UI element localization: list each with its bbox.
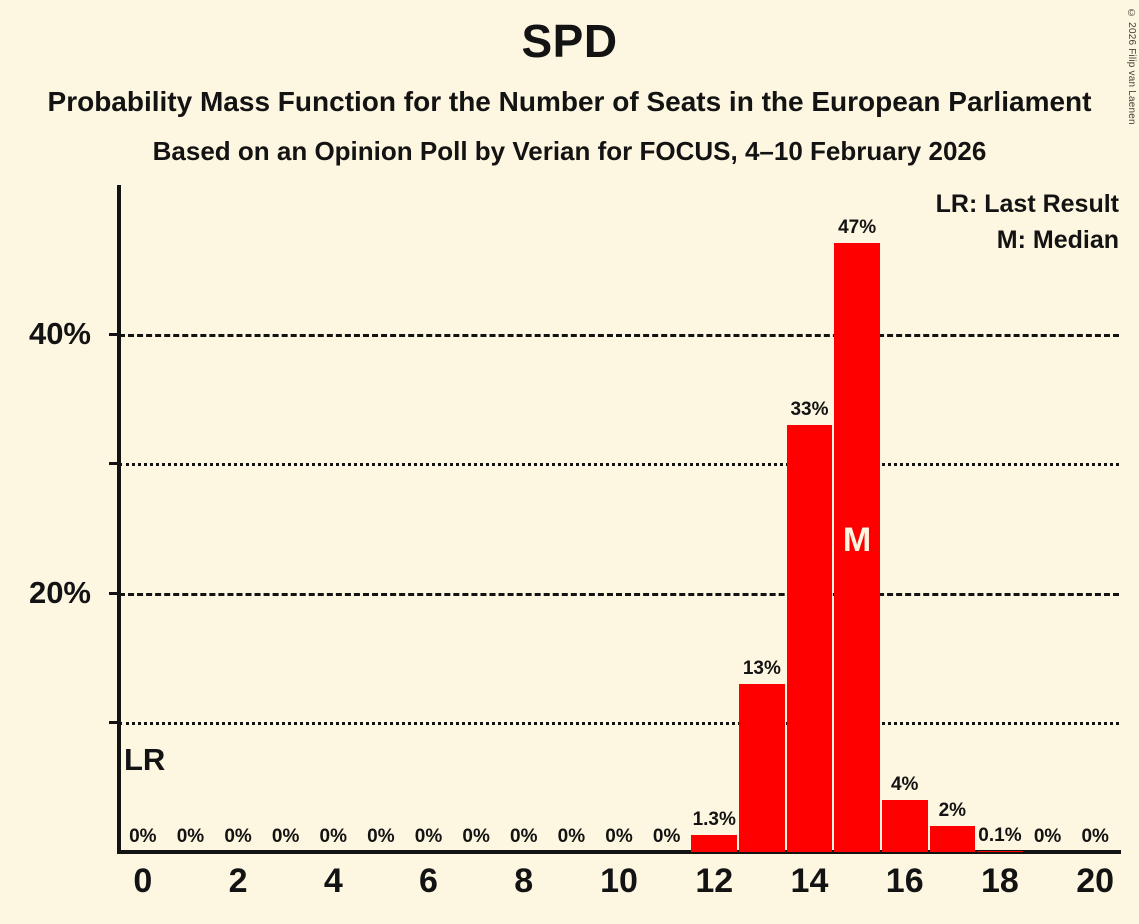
bar-seat-13[interactable] (739, 683, 785, 852)
last-result-marker: LR (124, 742, 166, 777)
y-axis-line (117, 185, 121, 854)
bar-value-label-seat-15: 47% (838, 217, 877, 239)
bar-value-label-seat-13: 13% (742, 657, 781, 679)
bar-value-label-seat-19: 0% (1033, 826, 1062, 848)
gridline-30pct (119, 463, 1119, 467)
x-axis-label-16: 16 (885, 862, 924, 900)
bar-value-label-seat-9: 0% (557, 826, 586, 848)
x-axis-label-20: 20 (1076, 862, 1115, 900)
legend-item-median: M: Median (996, 226, 1119, 255)
chart-title: SPD (521, 15, 618, 67)
y-axis-label-20pct: 20% (28, 574, 91, 610)
chart-legend: LR: Last Result M: Median (936, 186, 1119, 259)
x-axis-label-4: 4 (323, 862, 343, 900)
bar-value-label-seat-18: 0.1% (978, 824, 1022, 846)
bar-value-label-seat-3: 0% (271, 826, 300, 848)
x-axis-line (117, 850, 1121, 854)
chart-subtitle-primary: Probability Mass Function for the Number… (47, 86, 1092, 117)
bar-value-label-seat-8: 0% (510, 826, 538, 848)
x-axis-label-18: 18 (981, 862, 1019, 900)
legend-item-last-result: LR: Last Result (935, 190, 1119, 218)
bar-value-label-seat-20: 0% (1081, 826, 1109, 848)
chart-subtitle-secondary: Based on an Opinion Poll by Verian for F… (152, 136, 987, 166)
x-axis-label-6: 6 (419, 862, 438, 900)
y-axis-tick-20pct (109, 591, 119, 595)
bar-value-label-seat-2: 0% (224, 826, 252, 848)
copyright-notice: © 2026 Filip van Laenen (1126, 8, 1137, 125)
bar-seat-14[interactable] (786, 424, 833, 852)
bar-value-label-seat-5: 0% (367, 826, 395, 848)
bar-value-label-seat-7: 0% (462, 826, 490, 848)
gridline-40pct (119, 333, 1119, 337)
bar-value-label-seat-6: 0% (414, 826, 443, 848)
bar-value-label-seat-4: 0% (319, 826, 348, 848)
bar-value-label-seat-0: 0% (129, 826, 157, 848)
x-axis-label-2: 2 (228, 862, 248, 900)
x-axis-label-12: 12 (695, 862, 734, 900)
bar-value-label-seat-11: 0% (652, 826, 681, 848)
bar-seat-16[interactable] (881, 800, 928, 852)
y-axis-tick-10pct (109, 721, 119, 725)
bar-value-label-seat-16: 4% (890, 774, 919, 796)
x-axis-label-0: 0 (133, 862, 153, 900)
x-axis-label-10: 10 (600, 862, 638, 900)
bar-seat-18[interactable] (977, 850, 1023, 852)
bar-value-label-seat-10: 0% (605, 826, 633, 848)
y-axis-tick-30pct (109, 462, 119, 466)
bar-seat-12[interactable] (691, 835, 738, 852)
y-axis-tick-40pct (109, 332, 119, 336)
bar-value-label-seat-12: 1.3% (692, 809, 736, 831)
bar-value-label-seat-1: 0% (176, 826, 205, 848)
gridline-10pct (119, 722, 1119, 726)
bar-seat-17[interactable] (929, 826, 976, 852)
gridline-20pct (119, 592, 1119, 596)
x-axis-label-8: 8 (514, 862, 534, 900)
x-axis-label-14: 14 (790, 862, 829, 900)
bar-seat-15[interactable] (834, 243, 880, 852)
y-axis-label-40pct: 40% (28, 315, 91, 351)
bar-value-label-seat-17: 2% (938, 800, 967, 822)
median-marker: M (842, 521, 872, 560)
bar-value-label-seat-14: 33% (790, 398, 829, 420)
plot-area: 20% 40% 0% LR 0% 0% 0% 0% 0% 0% 0% 0% 0% 0% 0% 1.3% 13% 3… (29, 185, 1119, 852)
